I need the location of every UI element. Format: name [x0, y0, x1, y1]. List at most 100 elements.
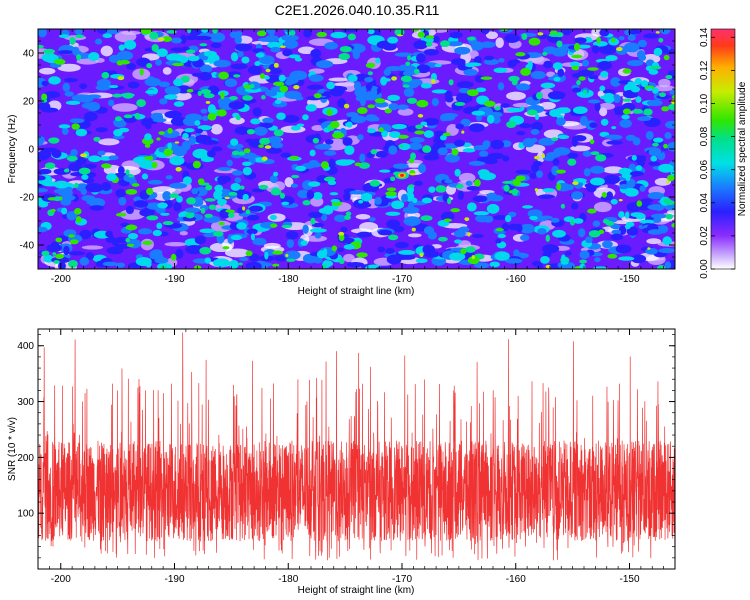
- heatmap-cell: [310, 217, 316, 225]
- heatmap-cell: [184, 128, 195, 133]
- heatmap-cell: [46, 243, 63, 253]
- heatmap-cell: [252, 237, 267, 246]
- heatmap-cell: [552, 229, 566, 238]
- heatmap-cell: [302, 200, 311, 206]
- top-x-tick-label: -190: [164, 274, 184, 285]
- heatmap-cell: [388, 234, 399, 241]
- heatmap-cell: [629, 171, 644, 177]
- heatmap-cell: [640, 198, 653, 204]
- heatmap-cell: [671, 223, 675, 228]
- heatmap-cell: [85, 252, 95, 260]
- heatmap-cell: [512, 178, 522, 187]
- heatmap-cell: [588, 75, 599, 80]
- heatmap-cell: [338, 53, 350, 61]
- heatmap-cell: [375, 266, 394, 269]
- heatmap-cell: [95, 127, 108, 133]
- heatmap-cell: [207, 150, 216, 158]
- heatmap-cell: [131, 183, 140, 187]
- heatmap-cell: [589, 139, 595, 145]
- heatmap-cell: [324, 42, 339, 50]
- bottom-y-tick-label: 100: [17, 509, 34, 520]
- heatmap-cell: [602, 240, 613, 249]
- heatmap-cell: [274, 99, 282, 105]
- heatmap-cell: [653, 216, 662, 224]
- heatmap-cell: [423, 117, 440, 126]
- heatmap-cell: [139, 68, 144, 76]
- heatmap-cell: [385, 247, 395, 255]
- heatmap-cell: [308, 74, 324, 82]
- colorbar-tick-label: 0.00: [699, 259, 710, 279]
- heatmap-cell: [170, 253, 177, 261]
- heatmap-cell: [601, 191, 607, 198]
- heatmap-cell: [250, 83, 255, 89]
- heatmap-cell: [616, 47, 623, 52]
- heatmap-cell: [480, 76, 493, 80]
- heatmap-cell: [625, 174, 631, 182]
- heatmap-cell: [397, 134, 409, 139]
- heatmap-cell: [584, 236, 593, 244]
- heatmap-cell: [169, 193, 179, 199]
- heatmap-cell: [207, 112, 217, 121]
- heatmap-cell: [106, 246, 124, 255]
- heatmap-cell: [401, 193, 408, 203]
- heatmap-cell: [247, 65, 263, 75]
- heatmap-cell: [377, 246, 386, 253]
- heatmap-cell: [114, 30, 137, 43]
- heatmap-cell: [69, 37, 76, 45]
- bottom-y-axis-label: SNR (10 * v/v): [7, 417, 18, 481]
- heatmap-cell: [518, 123, 532, 129]
- heatmap-cell: [313, 93, 322, 99]
- heatmap-cell: [308, 181, 321, 187]
- heatmap-cell: [53, 196, 61, 202]
- heatmap-cell: [458, 172, 476, 183]
- heatmap-cell: [473, 144, 489, 151]
- heatmap-cell: [323, 150, 337, 156]
- heatmap-cell: [230, 63, 248, 70]
- heatmap-cell: [425, 41, 433, 47]
- heatmap-cell: [440, 134, 447, 141]
- heatmap-cell: [484, 55, 495, 61]
- heatmap-cell: [387, 94, 400, 102]
- heatmap-cell: [80, 153, 88, 158]
- heatmap-cell: [343, 192, 351, 202]
- heatmap-cell: [41, 93, 48, 101]
- heatmap-cell: [626, 226, 639, 236]
- heatmap-cell: [388, 145, 398, 155]
- heatmap-cell: [423, 48, 439, 56]
- heatmap-cell: [41, 181, 60, 187]
- heatmap-cell: [602, 89, 616, 95]
- heatmap-cell: [454, 168, 461, 177]
- heatmap-cell: [172, 62, 184, 67]
- heatmap-cell: [151, 161, 158, 169]
- heatmap-cell: [660, 29, 671, 35]
- heatmap-cell: [139, 209, 150, 217]
- heatmap-cell: [208, 204, 217, 210]
- heatmap-cell: [391, 123, 407, 130]
- heatmap-cell: [318, 89, 325, 94]
- heatmap-cell: [198, 71, 212, 81]
- heatmap-cell: [567, 158, 577, 166]
- heatmap-cell: [116, 50, 134, 61]
- heatmap-cell: [290, 125, 301, 131]
- heatmap-cell: [114, 116, 122, 122]
- heatmap-cell: [486, 114, 495, 124]
- heatmap-cell: [405, 61, 411, 66]
- heatmap-cell: [359, 153, 366, 163]
- heatmap-cell: [68, 162, 83, 172]
- heatmap-cell: [666, 174, 675, 182]
- heatmap-cell: [353, 81, 362, 91]
- heatmap-cell: [606, 140, 624, 145]
- heatmap-cell: [321, 213, 328, 221]
- heatmap-cell: [259, 122, 273, 129]
- heatmap-cell: [289, 30, 296, 36]
- heatmap-cell: [618, 198, 623, 202]
- heatmap-cell: [81, 174, 89, 180]
- heatmap-cell: [408, 184, 415, 188]
- heatmap-cell: [431, 89, 449, 94]
- heatmap-cell: [557, 68, 565, 77]
- heatmap-cell: [282, 114, 300, 123]
- heatmap-cell: [521, 33, 528, 40]
- heatmap-cell: [538, 194, 556, 200]
- heatmap-cell: [579, 250, 590, 260]
- heatmap-cell: [659, 92, 666, 98]
